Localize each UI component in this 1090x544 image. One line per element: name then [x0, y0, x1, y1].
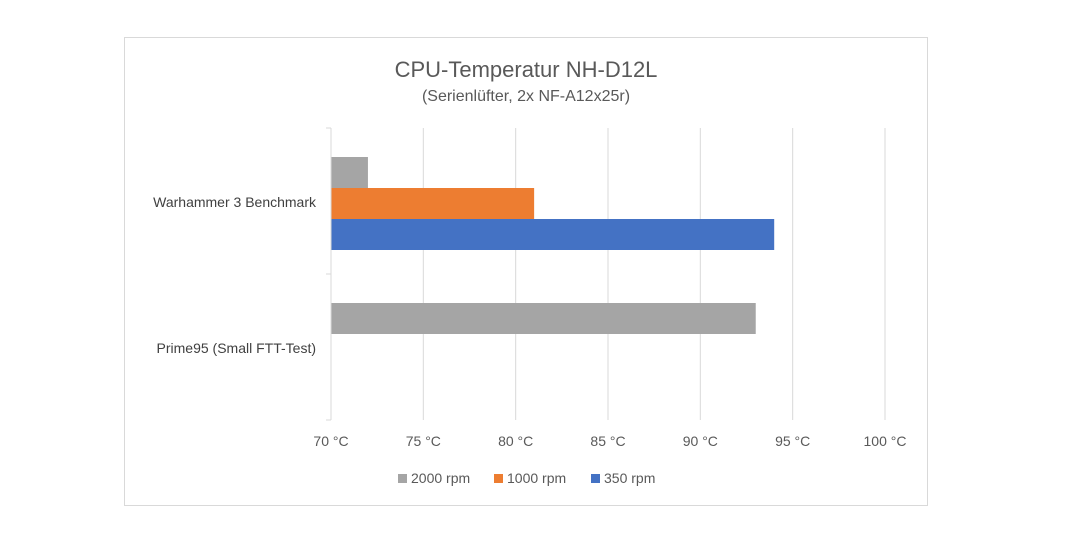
x-tick-label: 100 °C [864, 433, 907, 449]
category-labels: Warhammer 3 Benchmark Prime95 (Small FTT-… [153, 194, 317, 356]
legend-swatch-1000-rpm [494, 474, 503, 483]
bar-2000-rpm-cat-0 [331, 157, 368, 188]
bar-1000-rpm-cat-0 [331, 188, 535, 219]
bar-2000-rpm-cat-1 [331, 303, 756, 334]
legend: 2000 rpm 1000 rpm 350 rpm [398, 470, 655, 486]
bars [331, 157, 775, 334]
chart-frame [124, 37, 928, 506]
x-tick-label: 70 °C [313, 433, 348, 449]
gridlines [422, 128, 886, 420]
legend-label-1000-rpm: 1000 rpm [507, 470, 566, 486]
x-tick-label: 80 °C [498, 433, 533, 449]
x-tick-label: 95 °C [775, 433, 810, 449]
x-tick-label: 75 °C [406, 433, 441, 449]
category-label: Warhammer 3 Benchmark [153, 194, 317, 210]
chart-title: CPU-Temperatur NH-D12L [395, 57, 658, 82]
category-label: Prime95 (Small FTT-Test) [157, 340, 316, 356]
category-axis [326, 127, 332, 421]
legend-label-350-rpm: 350 rpm [604, 470, 655, 486]
chart-subtitle: (Serienlüfter, 2x NF-A12x25r) [422, 88, 630, 105]
bar-350-rpm-cat-0 [331, 219, 775, 250]
legend-swatch-350-rpm [591, 474, 600, 483]
x-tick-label: 90 °C [683, 433, 718, 449]
legend-swatch-2000-rpm [398, 474, 407, 483]
x-axis-ticks: 70 °C 75 °C 80 °C 85 °C 90 °C 95 °C 100 °C [313, 433, 906, 449]
legend-label-2000-rpm: 2000 rpm [411, 470, 470, 486]
x-tick-label: 85 °C [590, 433, 625, 449]
